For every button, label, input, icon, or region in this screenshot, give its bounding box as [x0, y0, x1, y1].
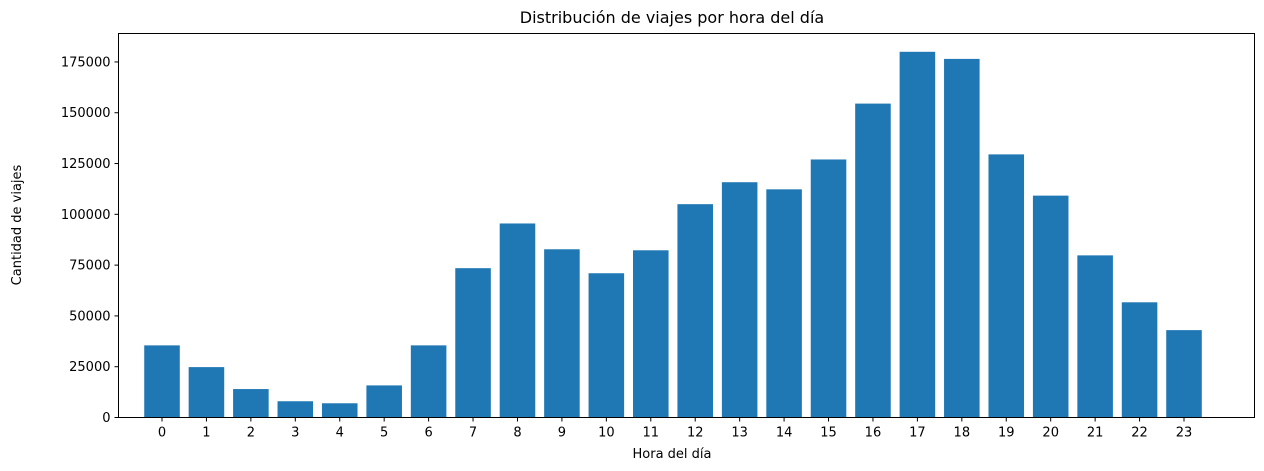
- plot-frame: [118, 33, 1255, 418]
- bar-hour-1: [188, 367, 225, 418]
- x-tick-label: 20: [1042, 426, 1059, 441]
- x-axis-label: Hora del día: [633, 447, 712, 462]
- x-tick-label: 3: [291, 426, 299, 441]
- bar-hour-17: [899, 51, 936, 418]
- y-axis-label: Cantidad de viajes: [10, 164, 25, 285]
- x-tick-label: 6: [424, 426, 432, 441]
- bar-hour-6: [410, 345, 447, 418]
- x-tick-label: 16: [865, 426, 882, 441]
- bar-hour-18: [944, 58, 980, 418]
- bar-hour-5: [366, 385, 402, 418]
- bar-hour-2: [233, 389, 269, 418]
- x-tick-label: 12: [687, 426, 704, 441]
- y-tick-label: 50000: [69, 309, 110, 324]
- x-tick-label: 19: [998, 426, 1015, 441]
- bar-hour-15: [810, 159, 847, 418]
- x-tick-label: 22: [1131, 426, 1148, 441]
- y-tick-label: 75000: [69, 259, 110, 274]
- x-tick-label: 14: [776, 426, 793, 441]
- bar-hour-19: [988, 154, 1025, 418]
- x-tick-label: 11: [643, 426, 660, 441]
- x-tick-label: 5: [380, 426, 388, 441]
- chart-title: Distribución de viajes por hora del día: [520, 8, 824, 27]
- bar-hour-7: [455, 268, 491, 418]
- bar-hour-3: [277, 401, 314, 418]
- y-tick-label: 150000: [61, 106, 111, 121]
- x-tick-label: 7: [469, 426, 477, 441]
- bar-hour-10: [588, 273, 625, 418]
- bar-hour-23: [1166, 330, 1202, 418]
- x-axis-ticks: 0 1 2 3 4 5 6 7 8 9 10 11 12 13 14 15 16 17 18 19 20 21 22 23: [158, 417, 1193, 441]
- x-tick-label: 17: [909, 426, 926, 441]
- bar-hour-0: [144, 345, 180, 418]
- x-tick-label: 21: [1087, 426, 1104, 441]
- x-tick-label: 23: [1176, 426, 1193, 441]
- bar-hour-8: [499, 223, 536, 418]
- x-tick-label: 2: [247, 426, 255, 441]
- bar-hour-16: [855, 103, 891, 418]
- bar-hour-11: [633, 250, 669, 418]
- bar-hour-20: [1032, 195, 1069, 418]
- bar-hour-14: [766, 189, 802, 418]
- x-tick-label: 10: [598, 426, 615, 441]
- bar-hour-4: [321, 403, 358, 418]
- bar-hour-13: [721, 182, 758, 418]
- y-tick-label: 100000: [61, 208, 111, 223]
- y-tick-label: 125000: [61, 157, 111, 172]
- y-tick-label: 175000: [61, 55, 111, 70]
- bars-group: [144, 51, 1202, 418]
- bar-hour-22: [1121, 302, 1158, 418]
- y-axis-ticks: 0 25000 50000 75000 100000 125000 150000 175000: [61, 55, 119, 426]
- y-tick-label: 0: [102, 411, 110, 426]
- x-tick-label: 18: [954, 426, 971, 441]
- x-tick-label: 13: [731, 426, 748, 441]
- y-tick-label: 25000: [69, 360, 110, 375]
- x-tick-label: 8: [513, 426, 521, 441]
- x-tick-label: 0: [158, 426, 166, 441]
- bar-hour-12: [677, 204, 713, 418]
- x-tick-label: 4: [336, 426, 344, 441]
- x-tick-label: 1: [202, 426, 210, 441]
- x-tick-label: 15: [820, 426, 837, 441]
- bar-hour-9: [544, 249, 580, 418]
- bar-hour-21: [1077, 255, 1113, 418]
- x-tick-label: 9: [558, 426, 566, 441]
